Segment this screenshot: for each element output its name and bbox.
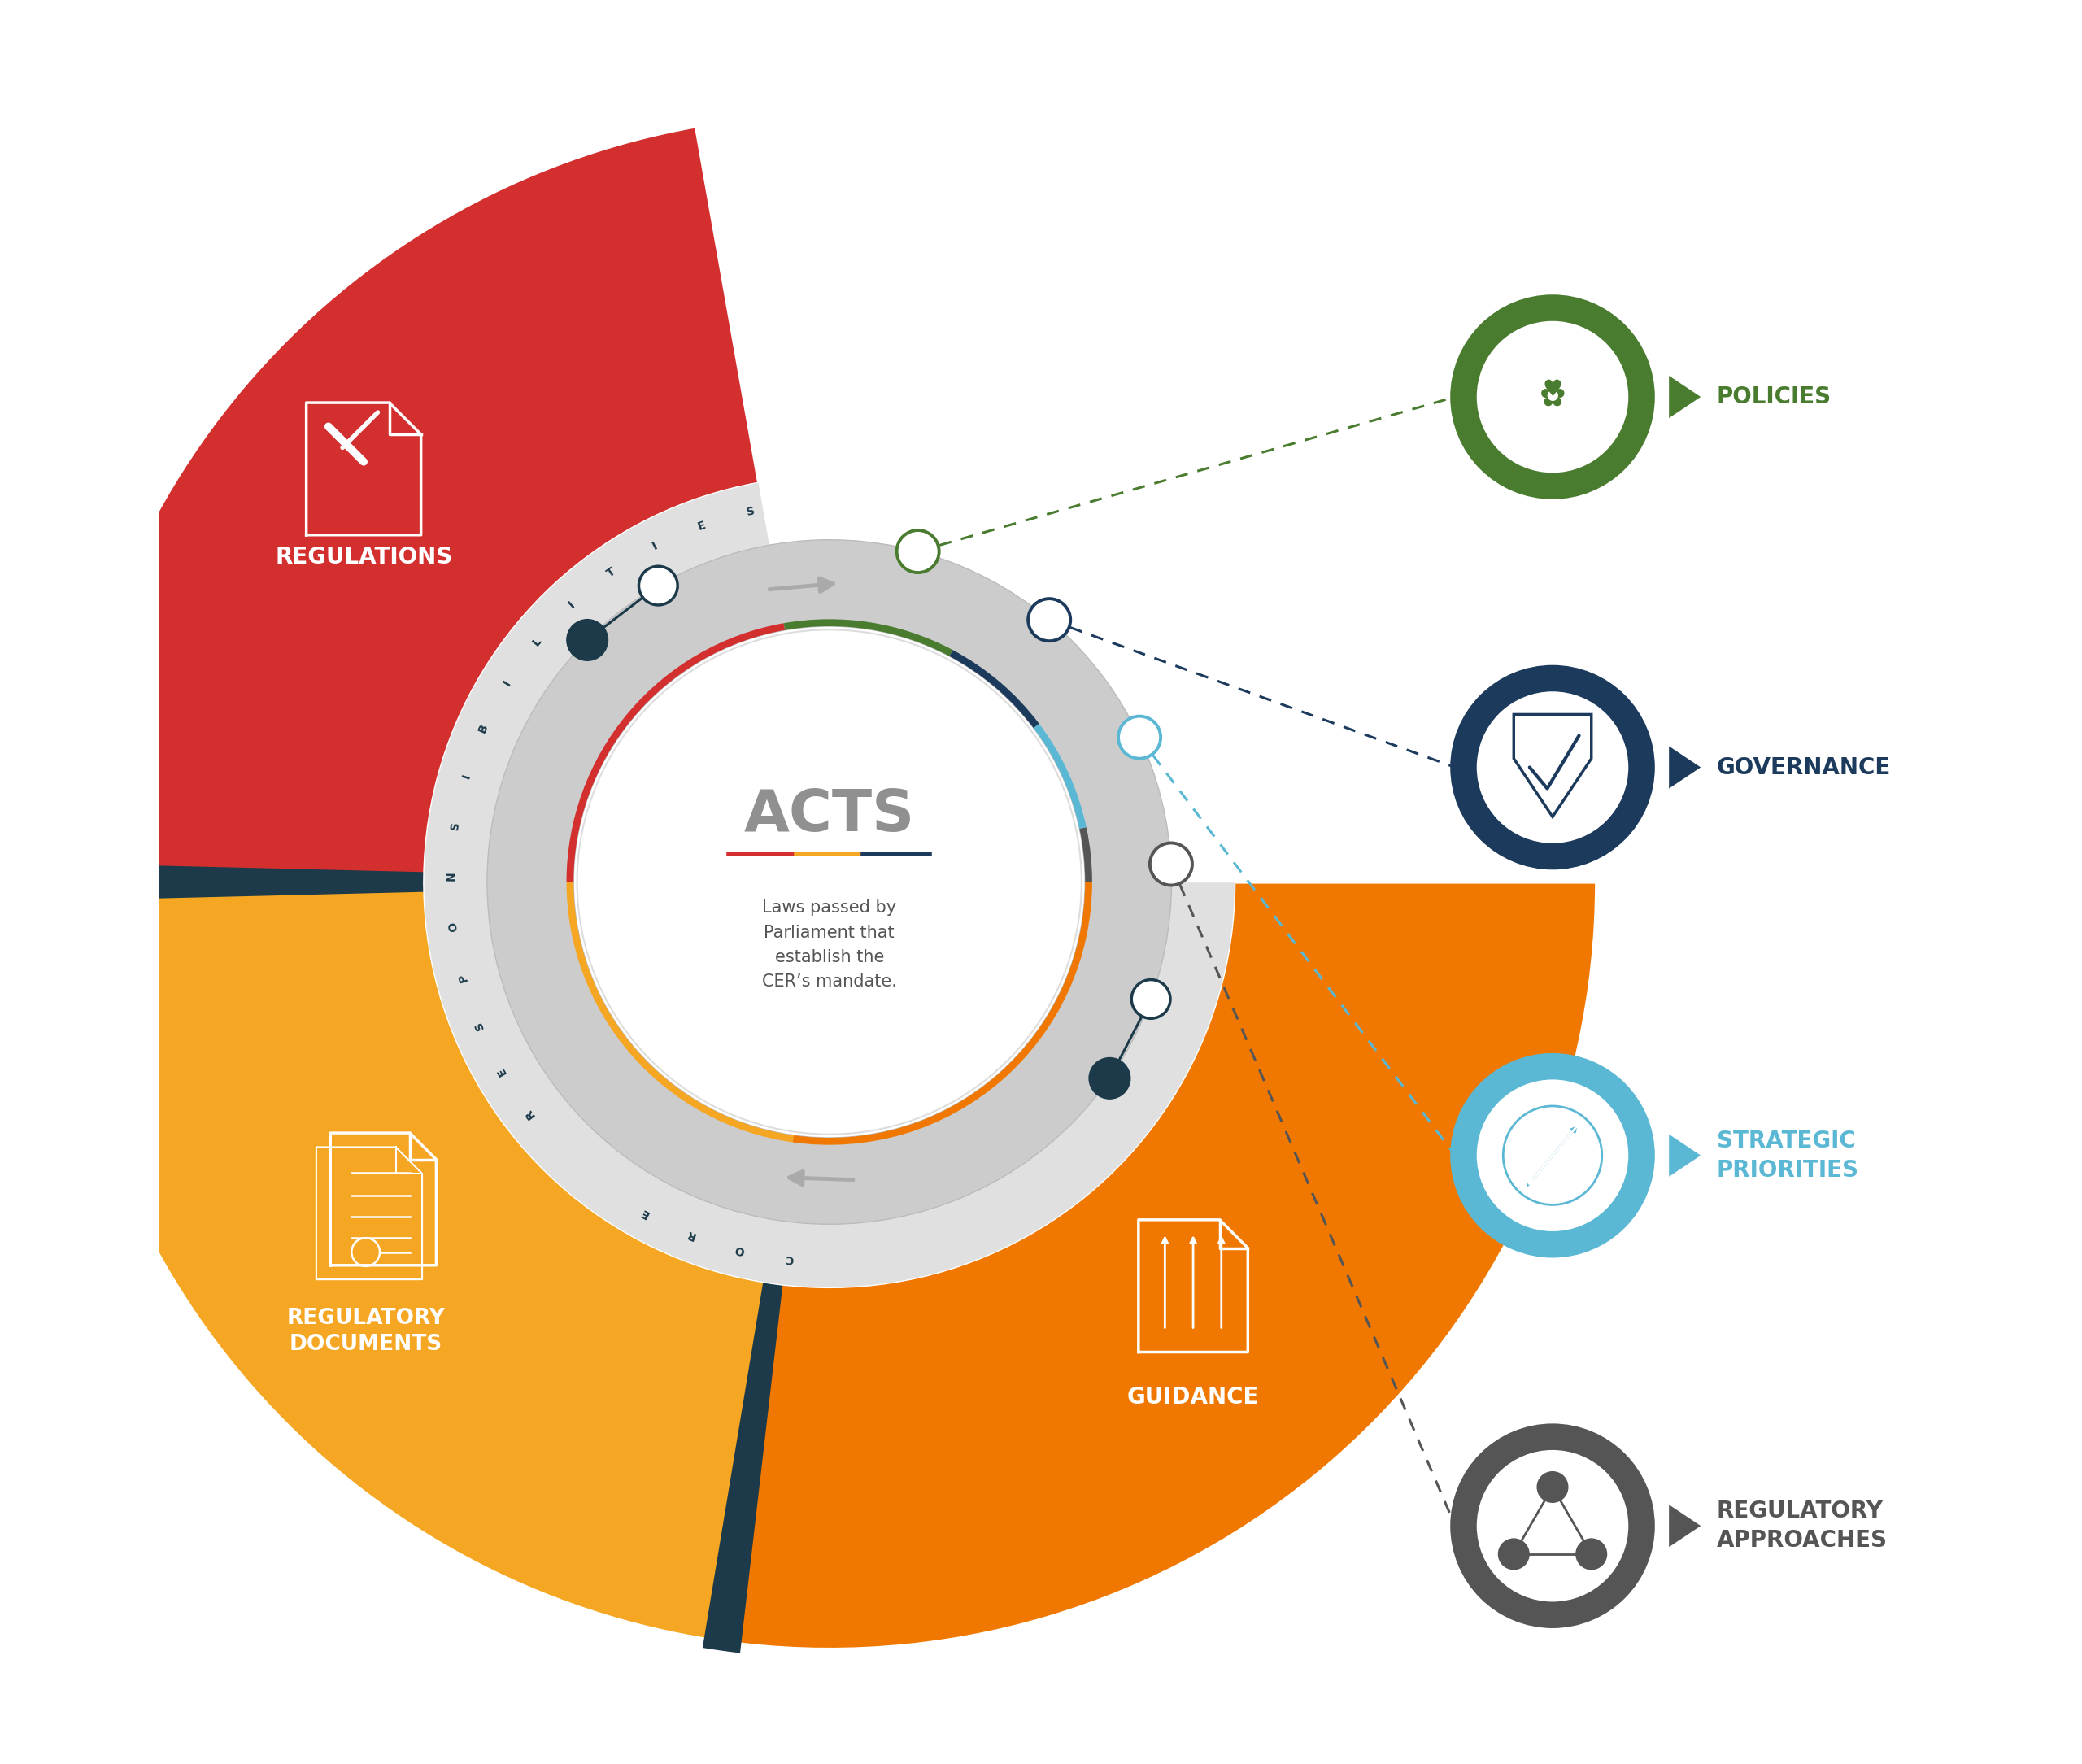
Polygon shape	[1670, 376, 1701, 418]
Text: S: S	[473, 1020, 485, 1032]
Text: O: O	[448, 923, 460, 933]
Circle shape	[1131, 979, 1170, 1018]
Polygon shape	[1670, 1134, 1701, 1177]
Wedge shape	[949, 649, 1039, 729]
Wedge shape	[722, 882, 1597, 1649]
Polygon shape	[1670, 1505, 1701, 1547]
Text: S: S	[450, 820, 462, 831]
Wedge shape	[566, 882, 793, 1143]
Text: ♥: ♥	[1543, 379, 1564, 400]
Circle shape	[1476, 1450, 1628, 1602]
Text: E: E	[695, 519, 708, 533]
Wedge shape	[783, 619, 954, 656]
Circle shape	[897, 531, 939, 573]
Wedge shape	[702, 1212, 791, 1653]
Text: O: O	[733, 1244, 745, 1256]
Circle shape	[1451, 1053, 1655, 1258]
Text: T: T	[606, 566, 618, 580]
Text: C: C	[785, 1252, 795, 1265]
Circle shape	[1451, 1424, 1655, 1628]
Text: I: I	[460, 773, 473, 780]
Circle shape	[1476, 691, 1628, 843]
Circle shape	[639, 566, 677, 605]
Circle shape	[1089, 1057, 1131, 1099]
Circle shape	[1476, 1080, 1628, 1231]
Text: POLICIES: POLICIES	[1718, 386, 1832, 407]
Text: GUIDANCE: GUIDANCE	[1126, 1387, 1260, 1408]
Wedge shape	[423, 482, 1235, 1288]
Text: I: I	[566, 600, 577, 610]
Text: Laws passed by
Parliament that
establish the
CER’s mandate.: Laws passed by Parliament that establish…	[762, 900, 897, 990]
Wedge shape	[577, 630, 1081, 1134]
Text: P: P	[456, 972, 471, 983]
Circle shape	[1451, 665, 1655, 870]
Text: ACTS: ACTS	[743, 787, 914, 843]
Wedge shape	[566, 623, 785, 882]
Text: I: I	[502, 679, 514, 688]
Wedge shape	[54, 863, 493, 901]
Text: I: I	[650, 540, 660, 552]
Text: ✿: ✿	[1539, 381, 1566, 413]
Text: STRATEGIC
PRIORITIES: STRATEGIC PRIORITIES	[1718, 1129, 1859, 1182]
Text: GOVERNANCE: GOVERNANCE	[1718, 757, 1890, 778]
Circle shape	[1576, 1538, 1607, 1570]
Wedge shape	[62, 127, 770, 882]
Text: B: B	[477, 721, 491, 734]
Circle shape	[577, 630, 1081, 1134]
Circle shape	[1451, 295, 1655, 499]
Circle shape	[566, 619, 608, 662]
Text: N: N	[446, 871, 456, 882]
Wedge shape	[1078, 827, 1093, 882]
Circle shape	[608, 662, 1049, 1102]
Circle shape	[1476, 321, 1628, 473]
Text: E: E	[496, 1065, 508, 1078]
Text: S: S	[745, 506, 756, 519]
Circle shape	[1149, 843, 1193, 886]
Text: R: R	[523, 1106, 537, 1120]
Text: R: R	[685, 1228, 697, 1242]
Wedge shape	[62, 882, 781, 1642]
Text: E: E	[639, 1205, 652, 1219]
Wedge shape	[793, 882, 1093, 1145]
Wedge shape	[1033, 723, 1087, 829]
Circle shape	[1497, 1538, 1530, 1570]
Circle shape	[1537, 1471, 1568, 1503]
Text: REGULATIONS: REGULATIONS	[275, 545, 452, 568]
Polygon shape	[1670, 746, 1701, 789]
Text: REGULATORY
APPROACHES: REGULATORY APPROACHES	[1718, 1499, 1888, 1552]
Circle shape	[1029, 598, 1070, 640]
Circle shape	[1118, 716, 1160, 759]
Wedge shape	[487, 540, 1172, 1224]
Text: REGULATORY
DOCUMENTS: REGULATORY DOCUMENTS	[287, 1307, 446, 1355]
Text: L: L	[531, 635, 543, 647]
